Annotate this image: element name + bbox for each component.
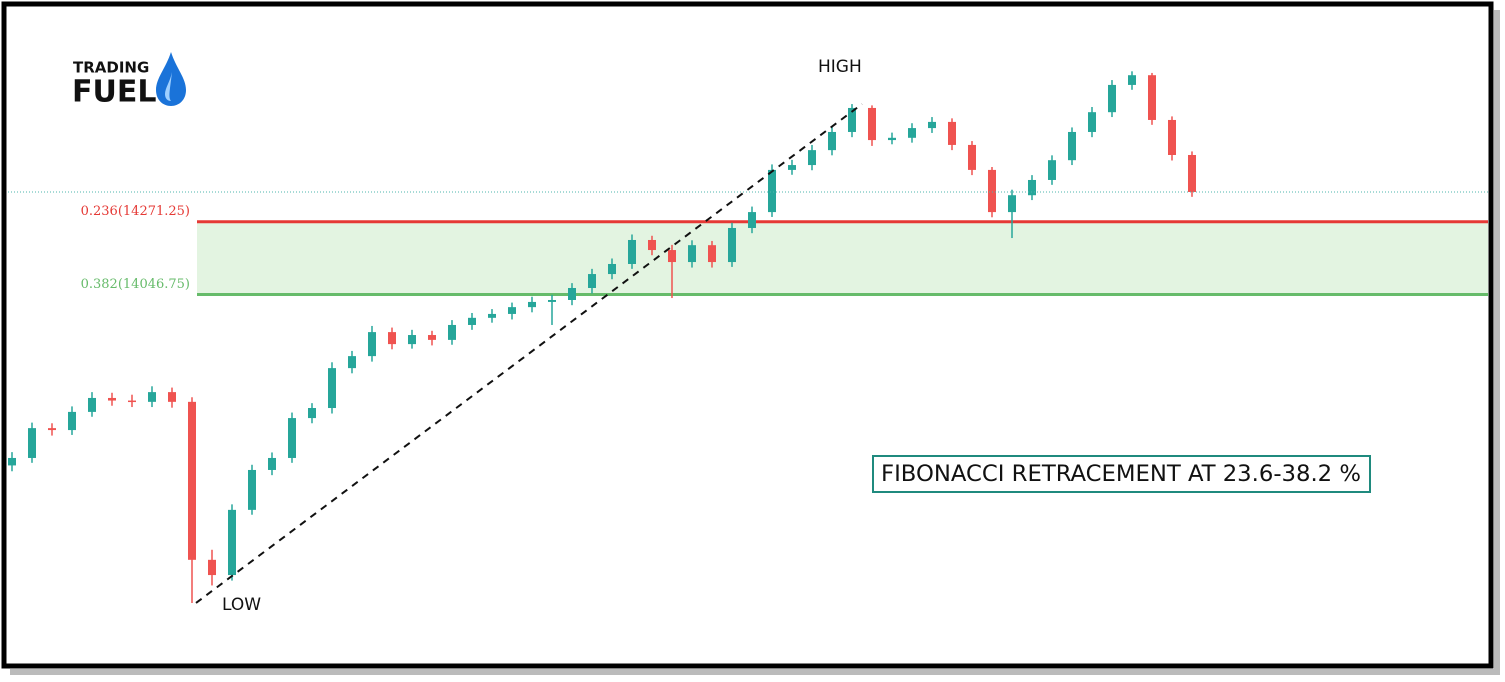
- candle-body: [928, 121, 936, 129]
- note-box: [872, 455, 1371, 493]
- candle-body: [968, 144, 976, 170]
- plot-area: 0.236(14271.25) 0.382(14046.75) LOW HIGH: [8, 57, 1490, 615]
- candle-body: [1108, 84, 1116, 113]
- candle-body: [668, 250, 676, 263]
- candle-body: [128, 400, 136, 403]
- candle-body: [368, 332, 376, 357]
- candle-body: [908, 128, 916, 138]
- candle-body: [308, 408, 316, 419]
- candle-body: [328, 368, 336, 409]
- candle-body: [788, 165, 796, 170]
- candle-body: [68, 411, 76, 431]
- candle-body: [748, 212, 756, 228]
- candle-body: [188, 401, 196, 560]
- candle-body: [228, 509, 236, 576]
- candle-body: [528, 301, 536, 308]
- candle-body: [988, 169, 996, 213]
- candle-body: [48, 428, 56, 431]
- candle-body: [148, 392, 156, 402]
- logo: TRADING FUEL: [72, 52, 186, 110]
- candle-body: [1028, 179, 1036, 196]
- candle-body: [728, 227, 736, 263]
- candle-body: [608, 263, 616, 275]
- candle-body: [1088, 112, 1096, 132]
- fib-zone: [197, 221, 1488, 295]
- candle-body: [588, 274, 596, 288]
- candle-body: [508, 307, 516, 314]
- candle-body: [468, 317, 476, 325]
- candle-body: [28, 428, 36, 458]
- logo-text: FUEL: [72, 75, 156, 110]
- candle-body: [388, 332, 396, 345]
- candle-body: [208, 559, 216, 576]
- candle-body: [1148, 75, 1156, 120]
- candle-body: [348, 356, 356, 369]
- note-text: FIBONACCI RETRACEMENT AT 23.6-38.2 %: [881, 462, 1361, 487]
- candle-body: [408, 335, 416, 345]
- candle-body: [1168, 119, 1176, 155]
- candle-body: [568, 287, 576, 300]
- candle-body: [628, 239, 636, 264]
- candle-body: [268, 457, 276, 470]
- candle-body: [1048, 160, 1056, 180]
- frame-border: [1, 1, 1494, 669]
- high-label: HIGH: [818, 57, 862, 77]
- candle-body: [168, 392, 176, 402]
- shadow: [1494, 10, 1500, 672]
- candle-body: [248, 469, 256, 510]
- candle-body: [108, 397, 116, 401]
- candle-body: [868, 107, 876, 141]
- logo-text: TRADING: [73, 59, 149, 77]
- candle-body: [848, 107, 856, 132]
- candle-body: [288, 418, 296, 458]
- candle-body: [448, 324, 456, 340]
- candle-body: [488, 313, 496, 318]
- logo-drop-shine: [165, 72, 172, 101]
- low-label: LOW: [222, 595, 261, 615]
- candle-body: [548, 299, 556, 302]
- candle-body: [1068, 131, 1076, 161]
- shadow: [10, 669, 1500, 675]
- fib-label: 0.236(14271.25): [81, 204, 190, 219]
- candle-body: [808, 150, 816, 166]
- candle-body: [88, 397, 96, 412]
- fib-label: 0.382(14046.75): [81, 277, 190, 292]
- trend-line: [195, 103, 863, 604]
- candle-body: [648, 239, 656, 251]
- candle-body: [888, 137, 896, 141]
- candle-body: [1188, 154, 1196, 192]
- candle-body: [828, 131, 836, 151]
- candle-body: [1008, 195, 1016, 213]
- candle-body: [948, 121, 956, 145]
- candle-body: [768, 169, 776, 213]
- candle-body: [428, 335, 436, 340]
- candle-body: [8, 457, 16, 466]
- candle-body: [688, 245, 696, 263]
- candle-body: [708, 245, 716, 263]
- candle-body: [1128, 75, 1136, 85]
